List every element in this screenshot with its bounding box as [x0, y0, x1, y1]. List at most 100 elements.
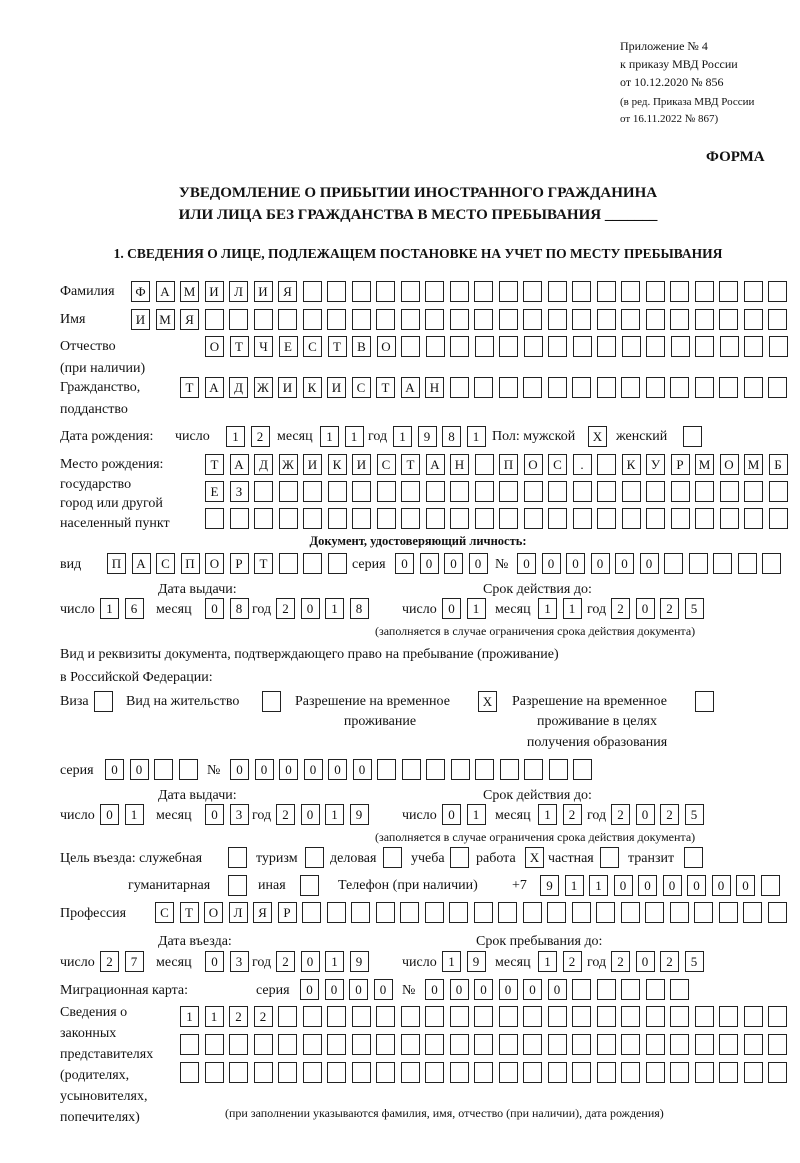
char-box[interactable]: 2 [276, 951, 295, 972]
char-box[interactable]: 0 [205, 598, 224, 619]
char-box[interactable]: 0 [442, 804, 461, 825]
char-box[interactable]: 0 [300, 804, 320, 825]
char-box[interactable] [523, 1006, 542, 1027]
char-box[interactable]: 0 [300, 598, 320, 619]
char-box[interactable] [204, 1034, 224, 1055]
char-box[interactable]: 0 [105, 759, 124, 780]
char-box[interactable] [523, 336, 543, 357]
char-box[interactable] [572, 309, 591, 330]
char-box[interactable] [327, 1062, 346, 1083]
char-box[interactable]: 0 [205, 804, 224, 825]
char-box[interactable]: 0 [254, 759, 274, 780]
char-box[interactable]: У [646, 454, 665, 475]
char-box[interactable]: 2 [611, 598, 630, 619]
char-box[interactable] [499, 481, 518, 502]
char-box[interactable] [547, 902, 566, 923]
char-box[interactable] [596, 281, 616, 302]
char-box[interactable]: 2 [660, 598, 679, 619]
char-box[interactable]: Ж [278, 454, 298, 475]
char-box[interactable]: 9 [540, 875, 559, 896]
char-box[interactable] [548, 336, 567, 357]
char-box[interactable]: 1 [124, 804, 144, 825]
char-box[interactable] [376, 309, 395, 330]
char-box[interactable] [596, 902, 615, 923]
char-box[interactable]: 0 [129, 759, 149, 780]
char-box[interactable]: Т [229, 336, 249, 357]
char-box[interactable]: 3 [229, 951, 249, 972]
char-box[interactable] [762, 553, 781, 574]
char-box[interactable]: 0 [279, 759, 298, 780]
char-box[interactable]: 2 [562, 951, 582, 972]
char-box[interactable]: Т [205, 454, 224, 475]
char-box[interactable]: Ф [131, 281, 150, 302]
char-box[interactable]: 2 [660, 951, 679, 972]
char-box[interactable] [597, 508, 616, 529]
char-box[interactable] [401, 508, 420, 529]
char-box[interactable] [424, 902, 444, 923]
char-box[interactable]: 0 [639, 553, 659, 574]
char-box[interactable] [768, 1062, 787, 1083]
char-box[interactable] [645, 1062, 665, 1083]
char-box[interactable] [305, 847, 324, 868]
char-box[interactable] [376, 481, 396, 502]
char-box[interactable] [474, 1034, 493, 1055]
char-box[interactable]: О [205, 553, 224, 574]
char-box[interactable]: 9 [349, 804, 369, 825]
char-box[interactable]: 0 [444, 553, 463, 574]
char-box[interactable] [684, 847, 703, 868]
char-box[interactable]: 2 [276, 804, 295, 825]
char-box[interactable] [401, 759, 421, 780]
char-box[interactable] [600, 847, 619, 868]
char-box[interactable] [94, 691, 113, 712]
char-box[interactable]: О [205, 336, 224, 357]
char-box[interactable] [425, 336, 445, 357]
char-box[interactable] [327, 481, 347, 502]
char-box[interactable] [645, 1006, 665, 1027]
char-box[interactable] [571, 902, 591, 923]
char-box[interactable] [719, 309, 738, 330]
char-box[interactable]: Ч [254, 336, 273, 357]
char-box[interactable]: 5 [684, 951, 704, 972]
char-box[interactable] [425, 1006, 444, 1027]
char-box[interactable] [645, 1034, 665, 1055]
char-box[interactable] [327, 1034, 346, 1055]
char-box[interactable] [449, 281, 469, 302]
char-box[interactable]: С [351, 377, 371, 398]
char-box[interactable] [499, 759, 519, 780]
char-box[interactable]: И [352, 454, 371, 475]
char-box[interactable] [425, 1062, 444, 1083]
char-box[interactable] [572, 1034, 591, 1055]
char-box[interactable] [670, 1006, 689, 1027]
char-box[interactable]: X [588, 426, 607, 447]
char-box[interactable] [694, 1006, 714, 1027]
char-box[interactable] [498, 309, 518, 330]
char-box[interactable]: 1 [538, 804, 557, 825]
char-box[interactable] [523, 1062, 542, 1083]
char-box[interactable]: Т [180, 377, 199, 398]
char-box[interactable] [473, 902, 493, 923]
char-box[interactable]: 0 [635, 951, 655, 972]
char-box[interactable] [573, 759, 592, 780]
char-box[interactable] [596, 1006, 616, 1027]
char-box[interactable]: 0 [425, 979, 444, 1000]
char-box[interactable]: Л [229, 281, 248, 302]
char-box[interactable]: Я [180, 309, 199, 330]
char-box[interactable] [278, 309, 297, 330]
char-box[interactable]: 1 [325, 951, 344, 972]
char-box[interactable] [475, 759, 494, 780]
char-box[interactable] [278, 1006, 297, 1027]
char-box[interactable]: 0 [449, 979, 469, 1000]
char-box[interactable] [547, 1034, 567, 1055]
char-box[interactable] [204, 1062, 224, 1083]
char-box[interactable] [760, 875, 780, 896]
char-box[interactable] [327, 1006, 346, 1027]
char-box[interactable]: 1 [344, 426, 364, 447]
char-box[interactable]: Т [401, 454, 420, 475]
char-box[interactable] [621, 1006, 640, 1027]
char-box[interactable]: 1 [226, 426, 245, 447]
char-box[interactable]: С [303, 336, 322, 357]
char-box[interactable]: 7 [124, 951, 144, 972]
char-box[interactable]: 6 [124, 598, 144, 619]
char-box[interactable] [572, 979, 591, 1000]
char-box[interactable] [351, 281, 371, 302]
